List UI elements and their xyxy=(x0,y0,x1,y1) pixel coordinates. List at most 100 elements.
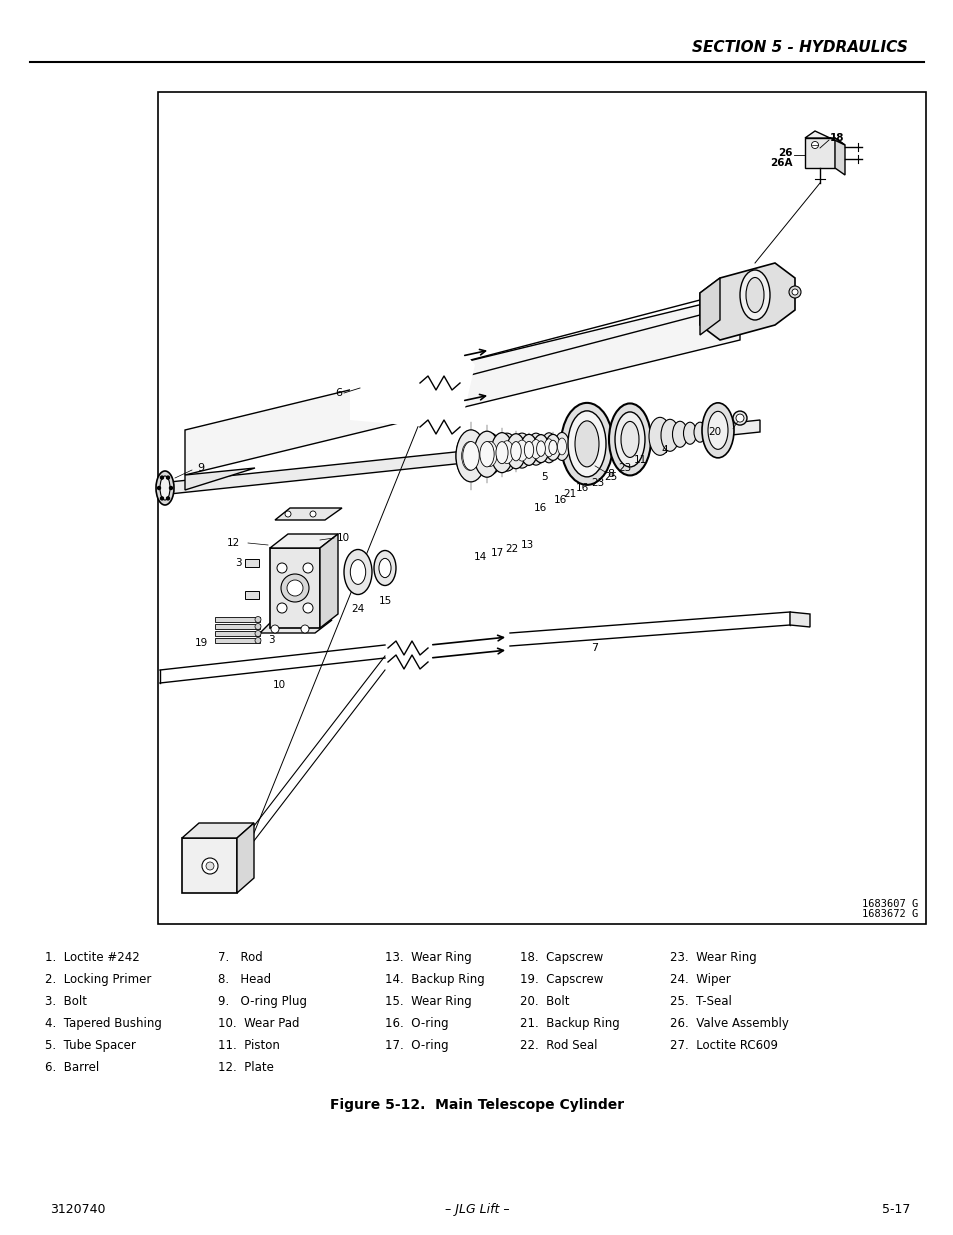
Polygon shape xyxy=(789,613,809,627)
Circle shape xyxy=(285,511,291,517)
Ellipse shape xyxy=(479,442,494,467)
Text: 8.   Head: 8. Head xyxy=(218,973,271,987)
Ellipse shape xyxy=(462,442,478,471)
Text: 21: 21 xyxy=(563,489,576,499)
Text: 6.  Barrel: 6. Barrel xyxy=(45,1062,99,1074)
Circle shape xyxy=(254,637,261,643)
Text: 16: 16 xyxy=(553,495,566,505)
Text: 11: 11 xyxy=(633,454,646,466)
Text: 14: 14 xyxy=(473,552,486,562)
Ellipse shape xyxy=(620,421,639,457)
Text: 25: 25 xyxy=(604,472,617,482)
Text: 1.  Loctite #242: 1. Loctite #242 xyxy=(45,951,139,965)
Text: 5: 5 xyxy=(541,472,548,482)
Circle shape xyxy=(160,477,163,479)
Text: 1683672 G: 1683672 G xyxy=(861,909,917,919)
Ellipse shape xyxy=(560,403,613,485)
Polygon shape xyxy=(236,823,253,893)
Circle shape xyxy=(254,624,261,630)
Text: – JLG Lift –: – JLG Lift – xyxy=(444,1203,509,1216)
Text: 22: 22 xyxy=(505,543,518,555)
Text: 22.  Rod Seal: 22. Rod Seal xyxy=(519,1040,597,1052)
Ellipse shape xyxy=(344,550,372,594)
Ellipse shape xyxy=(701,403,733,458)
Polygon shape xyxy=(804,131,844,144)
Text: SECTION 5 - HYDRAULICS: SECTION 5 - HYDRAULICS xyxy=(691,40,907,54)
Ellipse shape xyxy=(545,435,560,461)
Ellipse shape xyxy=(156,471,173,505)
Ellipse shape xyxy=(526,433,544,466)
Ellipse shape xyxy=(540,432,557,463)
Text: 26A: 26A xyxy=(770,158,792,168)
Circle shape xyxy=(157,487,160,489)
Text: 13.  Wear Ring: 13. Wear Ring xyxy=(385,951,471,965)
Text: 20: 20 xyxy=(708,427,720,437)
Bar xyxy=(214,631,260,636)
Text: 1683607 G: 1683607 G xyxy=(861,899,917,909)
Text: 23.  Wear Ring: 23. Wear Ring xyxy=(669,951,756,965)
Ellipse shape xyxy=(474,431,499,477)
Text: 9: 9 xyxy=(196,463,204,473)
Text: 7.   Rod: 7. Rod xyxy=(218,951,262,965)
Text: 7: 7 xyxy=(591,643,598,653)
Ellipse shape xyxy=(682,422,696,445)
Text: 21.  Backup Ring: 21. Backup Ring xyxy=(519,1018,619,1030)
Ellipse shape xyxy=(533,435,548,463)
Text: 4: 4 xyxy=(661,445,668,454)
Text: 19.  Capscrew: 19. Capscrew xyxy=(519,973,602,987)
Text: Figure 5-12.  Main Telescope Cylinder: Figure 5-12. Main Telescope Cylinder xyxy=(330,1098,623,1112)
Text: 10: 10 xyxy=(273,680,286,690)
Ellipse shape xyxy=(350,559,365,584)
Text: 23: 23 xyxy=(618,463,631,473)
Polygon shape xyxy=(700,263,794,340)
Text: 17: 17 xyxy=(490,548,503,558)
Text: 3: 3 xyxy=(235,558,242,568)
Polygon shape xyxy=(182,823,253,839)
Text: 23: 23 xyxy=(591,478,604,488)
Ellipse shape xyxy=(524,441,533,458)
Text: 3.  Bolt: 3. Bolt xyxy=(45,995,87,1009)
Ellipse shape xyxy=(520,435,537,466)
Text: 4.  Tapered Bushing: 4. Tapered Bushing xyxy=(45,1018,162,1030)
Text: 14.  Backup Ring: 14. Backup Ring xyxy=(385,973,484,987)
Polygon shape xyxy=(185,295,740,475)
Text: 18.  Capscrew: 18. Capscrew xyxy=(519,951,602,965)
Ellipse shape xyxy=(557,438,566,454)
Polygon shape xyxy=(270,534,337,548)
Ellipse shape xyxy=(548,440,557,454)
Ellipse shape xyxy=(496,433,517,471)
Text: 27.  Loctite RC609: 27. Loctite RC609 xyxy=(669,1040,778,1052)
Polygon shape xyxy=(804,138,834,168)
Circle shape xyxy=(167,477,170,479)
Polygon shape xyxy=(260,620,332,634)
Ellipse shape xyxy=(477,433,501,475)
Circle shape xyxy=(303,563,313,573)
Polygon shape xyxy=(274,508,341,520)
Polygon shape xyxy=(834,138,844,175)
Text: 26.  Valve Assembly: 26. Valve Assembly xyxy=(669,1018,788,1030)
Text: 2.  Locking Primer: 2. Locking Primer xyxy=(45,973,152,987)
Circle shape xyxy=(276,603,287,613)
Circle shape xyxy=(167,496,170,500)
Ellipse shape xyxy=(378,558,391,578)
Ellipse shape xyxy=(745,278,763,312)
Ellipse shape xyxy=(735,414,743,422)
Ellipse shape xyxy=(496,442,508,463)
Text: 11.  Piston: 11. Piston xyxy=(218,1040,279,1052)
Polygon shape xyxy=(700,278,720,335)
Circle shape xyxy=(301,625,309,634)
Ellipse shape xyxy=(500,441,513,463)
Text: 9.   O-ring Plug: 9. O-ring Plug xyxy=(218,995,307,1009)
Ellipse shape xyxy=(510,442,520,461)
Circle shape xyxy=(202,858,218,874)
Text: 12: 12 xyxy=(227,538,240,548)
Ellipse shape xyxy=(791,289,797,295)
Polygon shape xyxy=(160,420,760,495)
Text: 12.  Plate: 12. Plate xyxy=(218,1062,274,1074)
Text: 15: 15 xyxy=(378,595,392,605)
Circle shape xyxy=(310,511,315,517)
Ellipse shape xyxy=(506,433,525,469)
Text: 16.  O-ring: 16. O-ring xyxy=(385,1018,448,1030)
Text: 15.  Wear Ring: 15. Wear Ring xyxy=(385,995,471,1009)
Ellipse shape xyxy=(482,441,497,467)
